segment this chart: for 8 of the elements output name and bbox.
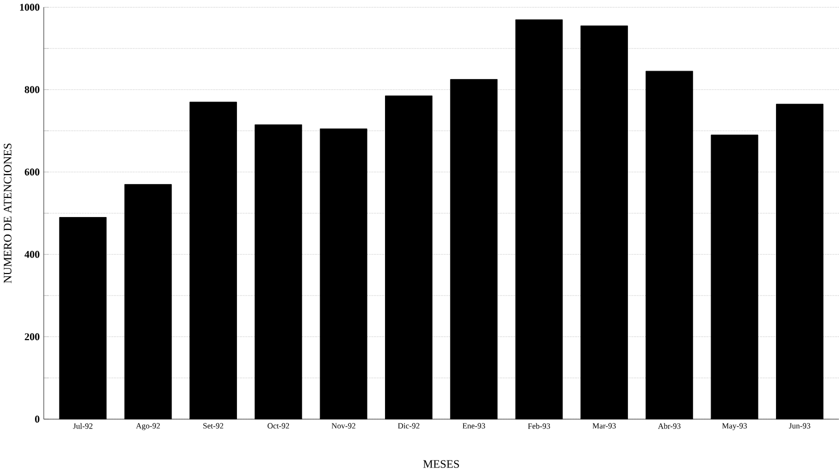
y-tick-label: 1000 xyxy=(20,4,40,11)
y-tick-label: 200 xyxy=(24,333,40,340)
y-tick-label: 400 xyxy=(24,251,40,258)
y-tick-label: 0 xyxy=(35,416,40,423)
y-axis-title: NUMERO DE ATENCIONES xyxy=(4,144,12,284)
x-axis-title: MESES xyxy=(423,460,459,468)
y-tick-label: 600 xyxy=(24,168,40,176)
y-tick-label: 800 xyxy=(24,86,40,94)
